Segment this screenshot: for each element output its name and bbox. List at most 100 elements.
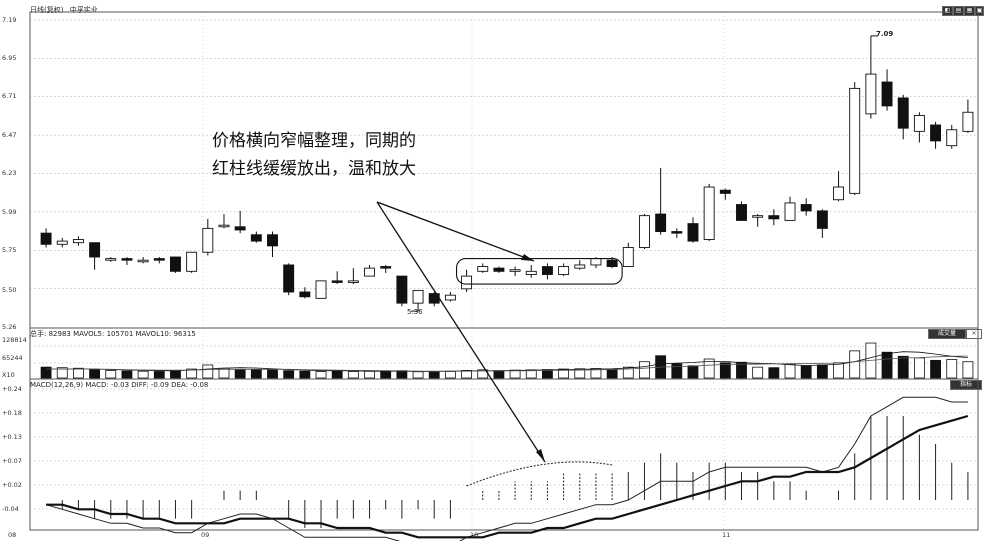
- volume-bar: [800, 365, 812, 379]
- volume-bar: [833, 362, 844, 379]
- price-tick: 5.99: [2, 208, 17, 216]
- volume-bar: [946, 359, 958, 379]
- annotation-arrow-to-macd: [376, 201, 546, 463]
- volume-bar: [962, 361, 974, 379]
- candle-body: [56, 240, 68, 245]
- volume-bar: [461, 369, 472, 379]
- candle-body: [784, 202, 796, 221]
- candle-body: [865, 73, 877, 115]
- candle-body: [655, 213, 667, 233]
- tool-button-4-icon[interactable]: ▣: [975, 6, 984, 16]
- tool-button-2-icon[interactable]: ▤: [953, 6, 964, 16]
- candle-body: [671, 231, 683, 234]
- volume-bar: [299, 370, 311, 379]
- annotation-line-2: 红柱线缓缓放出，温和放大: [212, 159, 416, 179]
- volume-close-icon[interactable]: ×: [966, 329, 982, 339]
- price-tick: 7.19: [2, 16, 17, 24]
- volume-bar: [283, 370, 295, 379]
- candle-body: [525, 270, 537, 275]
- candle-body: [930, 124, 942, 142]
- volume-bar: [186, 368, 198, 379]
- volume-tick: 65244: [2, 354, 23, 362]
- volume-bar: [347, 371, 359, 379]
- candle-body: [40, 232, 52, 245]
- macd-tick: -0.04: [2, 505, 19, 513]
- volume-bar: [703, 358, 715, 379]
- volume-bar: [930, 359, 941, 379]
- candle-body: [768, 215, 780, 220]
- candle-body: [218, 224, 230, 228]
- price-tick: 5.26: [2, 323, 17, 331]
- candle-body: [315, 280, 327, 299]
- candle-body: [137, 259, 149, 263]
- volume-bar: [202, 364, 214, 379]
- date-tick: 08: [8, 531, 17, 539]
- volume-bar: [897, 355, 909, 379]
- candle-body: [897, 97, 909, 129]
- price-tick: 5.75: [2, 246, 17, 254]
- mavol5-line: [46, 351, 968, 372]
- candle-body: [72, 239, 84, 244]
- volume-bar: [881, 351, 893, 379]
- macd-tick: +0.13: [2, 433, 22, 441]
- candle-body: [186, 251, 198, 272]
- tool-button-3-icon[interactable]: ▦: [964, 6, 975, 16]
- candle-body: [299, 291, 311, 298]
- macd-indicator-button[interactable]: 指标: [950, 380, 982, 390]
- price-tick: 6.23: [2, 169, 17, 177]
- volume-bar: [234, 369, 246, 379]
- date-tick: 11: [722, 531, 731, 539]
- tool-button-1-icon[interactable]: ◧: [942, 6, 953, 16]
- volume-indicator-button[interactable]: 成交量: [928, 329, 966, 339]
- candle-body: [250, 234, 262, 242]
- macd-info: MACD(12,26,9) MACD: -0.03 DIFF: -0.09 DE…: [30, 381, 209, 389]
- low-price-label: 5.36: [407, 308, 423, 316]
- volume-bar: [121, 370, 133, 379]
- volume-bar: [639, 361, 650, 379]
- period-label: 日线(复权): [30, 6, 64, 14]
- price-tick: 6.95: [2, 54, 17, 62]
- volume-bar: [105, 369, 117, 379]
- volume-bar: [40, 366, 52, 379]
- candle-body: [461, 275, 473, 290]
- candle-body: [736, 204, 747, 221]
- volume-bar: [331, 370, 343, 379]
- high-price-label: 7.09: [876, 30, 894, 38]
- date-tick: 09: [201, 531, 210, 539]
- mavol10-line: [46, 355, 968, 372]
- candle-body: [558, 266, 570, 275]
- candle-body: [267, 234, 278, 247]
- candle-body: [380, 266, 392, 269]
- candle-body: [105, 258, 117, 261]
- volume-tick: X10: [2, 371, 15, 379]
- annotation-note: 价格横向窄幅整理，同期的 红柱线缓缓放出，温和放大: [212, 127, 416, 183]
- volume-bar: [493, 370, 505, 379]
- arrowhead-icon: [536, 449, 545, 462]
- volume-bar: [267, 368, 278, 379]
- candle-body: [816, 210, 828, 229]
- candle-body: [703, 186, 715, 240]
- volume-bar: [784, 363, 796, 379]
- price-tick: 5.50: [2, 286, 17, 294]
- volume-bar: [606, 368, 618, 379]
- candle-body: [89, 242, 101, 258]
- volume-bar: [768, 367, 780, 379]
- candle-body: [881, 81, 893, 107]
- candle-body: [800, 204, 812, 212]
- candle-body: [477, 266, 489, 272]
- candle-body: [444, 294, 456, 301]
- volume-bar: [89, 369, 101, 379]
- candle-body: [331, 280, 343, 283]
- volume-bar: [671, 363, 683, 379]
- volume-bar: [412, 371, 424, 379]
- candle-body: [412, 289, 424, 304]
- candle-body: [687, 223, 699, 242]
- volume-bar: [719, 362, 731, 379]
- candle-body: [202, 227, 214, 253]
- volume-bar: [736, 361, 747, 379]
- volume-bar: [590, 368, 602, 379]
- volume-bar: [396, 370, 408, 379]
- volume-bar: [752, 366, 764, 379]
- annotation-line-1: 价格横向窄幅整理，同期的: [212, 131, 416, 151]
